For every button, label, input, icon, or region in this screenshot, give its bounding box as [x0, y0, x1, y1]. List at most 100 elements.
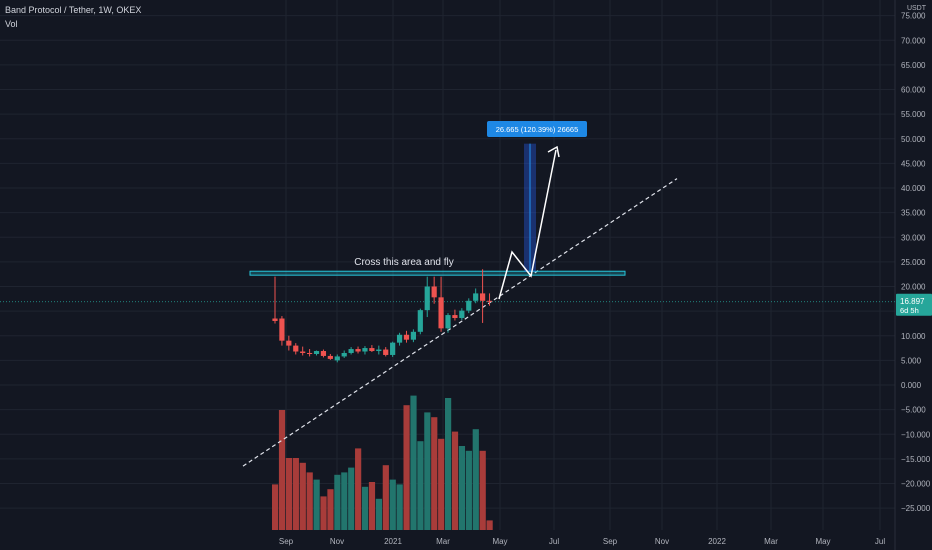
volume-bar	[341, 472, 348, 530]
candle-body	[459, 310, 465, 319]
y-tick-label: 50.000	[901, 135, 926, 144]
candle-body	[300, 351, 306, 353]
volume-bar	[396, 484, 403, 530]
y-tick-label: 70.000	[901, 36, 926, 45]
x-tick-label: Nov	[330, 537, 344, 546]
x-tick-label: 2022	[708, 537, 726, 546]
candle-body	[383, 349, 389, 355]
candle-body	[313, 351, 320, 354]
y-tick-label: −20.000	[901, 480, 931, 489]
price-axis-unit: USDT	[906, 5, 926, 12]
y-tick-label: 20.000	[901, 283, 926, 292]
x-tick-label: May	[492, 537, 507, 546]
y-tick-label: −25.000	[901, 504, 931, 513]
volume-bar	[382, 465, 389, 530]
candle-body	[410, 331, 416, 340]
y-tick-label: 40.000	[901, 184, 926, 193]
price-badge-value: 16.897	[900, 297, 925, 306]
x-tick-label: Nov	[655, 537, 669, 546]
measure-label: 26.665 (120.39%) 26665	[496, 125, 579, 134]
volume-bar	[465, 450, 472, 530]
candle-body	[445, 315, 451, 329]
volume-bar	[375, 498, 382, 530]
volume-bar	[355, 448, 362, 530]
zone-annotation: Cross this area and fly	[354, 257, 454, 268]
y-tick-label: −5.000	[901, 406, 926, 415]
candle-body	[417, 310, 423, 332]
volume-bar	[320, 496, 327, 530]
candle-body	[355, 349, 361, 352]
projection-arrowhead	[547, 145, 560, 158]
candle-body	[403, 334, 410, 340]
y-tick-label: −15.000	[901, 455, 931, 464]
volume-bar	[299, 462, 306, 530]
trendline-dashed	[242, 178, 678, 467]
volume-bar	[438, 438, 445, 530]
candle-body	[293, 345, 299, 352]
y-tick-label: −10.000	[901, 430, 931, 439]
volume-bar	[272, 484, 279, 530]
candle-body	[341, 352, 347, 357]
candle-body	[279, 318, 285, 341]
candle-body	[390, 342, 396, 355]
volume-bar	[278, 410, 286, 530]
candle-body	[320, 351, 327, 356]
candle-body	[480, 293, 486, 301]
volume-bar	[458, 446, 466, 530]
volume-indicator-label[interactable]: Vol	[5, 19, 18, 29]
x-tick-label: Sep	[279, 537, 294, 546]
volume-bar	[410, 395, 417, 530]
y-tick-label: 65.000	[901, 61, 926, 70]
resistance-zone	[249, 270, 626, 276]
volume-bar	[451, 431, 459, 530]
candle-body	[486, 300, 493, 302]
projection-path	[498, 149, 557, 300]
volume-bar	[486, 520, 493, 530]
price-badge-countdown: 6d 5h	[900, 306, 919, 315]
volume-bar	[285, 458, 293, 530]
y-tick-label: 25.000	[901, 258, 926, 267]
x-tick-label: 2021	[384, 537, 402, 546]
volume-bar	[368, 482, 376, 530]
volume-bar	[403, 405, 410, 530]
symbol-title[interactable]: Band Protocol / Tether, 1W, OKEX	[5, 5, 142, 15]
volume-bar	[417, 441, 424, 530]
candle-body	[334, 356, 340, 361]
candle-body	[396, 334, 403, 343]
volume-bar	[424, 412, 431, 530]
y-tick-label: 55.000	[901, 110, 926, 119]
candle-body	[431, 286, 437, 298]
x-tick-label: Jul	[875, 537, 885, 546]
candle-body	[466, 300, 472, 311]
candle-body	[369, 348, 375, 352]
y-tick-label: 30.000	[901, 233, 926, 242]
volume-bar	[472, 429, 479, 530]
x-tick-label: Sep	[603, 537, 618, 546]
y-tick-label: 60.000	[901, 86, 926, 95]
volume-bar	[445, 398, 452, 530]
candle-body	[307, 352, 313, 354]
x-tick-label: May	[815, 537, 830, 546]
candle-body	[473, 293, 479, 301]
volume-bar	[292, 458, 299, 530]
volume-bar	[479, 450, 486, 530]
y-tick-label: 35.000	[901, 209, 926, 218]
candle-body	[272, 318, 278, 321]
y-tick-label: 10.000	[901, 332, 926, 341]
candle-body	[327, 355, 333, 359]
volume-bar	[431, 417, 438, 530]
x-tick-label: Mar	[764, 537, 778, 546]
volume-bar	[361, 486, 369, 530]
price-badge	[896, 293, 932, 316]
volume-bar	[306, 472, 313, 530]
volume-bar	[348, 467, 355, 530]
y-tick-label: 45.000	[901, 159, 926, 168]
candle-body	[362, 348, 368, 352]
candle-body	[376, 349, 382, 352]
x-tick-label: Mar	[436, 537, 450, 546]
candle-body	[424, 286, 430, 311]
candle-body	[286, 340, 292, 346]
volume-bar	[334, 474, 341, 530]
